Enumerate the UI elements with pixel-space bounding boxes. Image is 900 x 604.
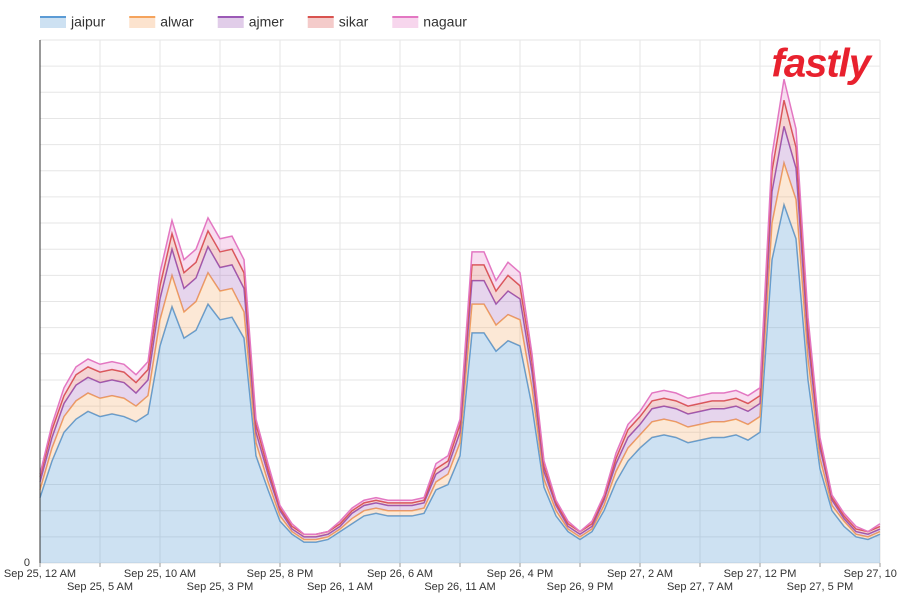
line [39, 159, 881, 541]
area [40, 204, 880, 563]
legend-swatch [392, 17, 419, 28]
legend-item[interactable]: nagaur [392, 14, 467, 30]
x-tick-label: Sep 27, 10 PM [844, 568, 900, 580]
legend-label: ajmer [249, 14, 284, 30]
legend-label: sikar [339, 14, 369, 30]
x-tick-label: Sep 26, 11 AM [424, 581, 495, 593]
legend-swatch [307, 17, 334, 28]
legend-label: alwar [160, 14, 194, 30]
x-tick-label: Sep 25, 10 AM [124, 568, 196, 580]
legend-item[interactable]: alwar [129, 14, 194, 30]
x-tick-label: Sep 25, 8 PM [247, 568, 314, 580]
y-tick-label: 0 [24, 557, 30, 569]
x-tick-label: Sep 25, 3 PM [187, 581, 254, 593]
legend-swatch [40, 17, 66, 28]
x-tick-label: Sep 27, 12 PM [724, 568, 797, 580]
legend-swatch [129, 17, 156, 28]
line [39, 99, 881, 535]
x-tick-label: Sep 27, 5 PM [787, 581, 854, 593]
legend: jaipur alwar ajmer sikar nagaur [40, 14, 467, 30]
legend-item[interactable]: sikar [307, 14, 369, 30]
legend-item[interactable]: ajmer [217, 14, 284, 30]
x-tick-label: Sep 27, 2 AM [607, 568, 673, 580]
logo: fastly [772, 42, 873, 86]
x-tick-label: Sep 26, 4 PM [487, 568, 554, 580]
x-tick-label: Sep 26, 6 AM [367, 568, 433, 580]
legend-label: jaipur [70, 14, 106, 30]
plot [39, 79, 881, 563]
legend-item[interactable]: jaipur [40, 14, 106, 30]
line [39, 126, 881, 538]
legend-swatch [217, 17, 244, 28]
line [39, 79, 881, 535]
x-tick-label: Sep 25, 5 AM [67, 581, 133, 593]
x-tick-label: Sep 26, 9 PM [547, 581, 614, 593]
x-tick-label: Sep 27, 7 AM [667, 581, 733, 593]
x-tick-label: Sep 25, 12 AM [4, 568, 76, 580]
x-tick-label: Sep 26, 1 AM [307, 581, 373, 593]
legend-label: nagaur [423, 14, 467, 30]
line [39, 202, 881, 543]
